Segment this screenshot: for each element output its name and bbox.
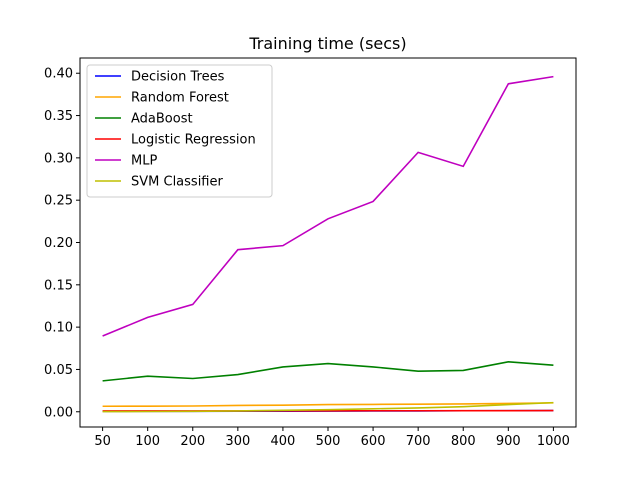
x-tick-label: 700 — [406, 434, 431, 449]
series-line-4 — [102, 75, 554, 337]
x-tick-label: 900 — [496, 434, 521, 449]
x-tick-label: 800 — [451, 434, 476, 449]
x-tick-label: 500 — [316, 434, 341, 449]
y-tick-label: 0.15 — [44, 278, 73, 293]
y-tick-label: 0.00 — [44, 405, 73, 420]
y-axis: 0.00 0.05 0.10 0.15 0.20 0.25 0.30 0.35 0.40 — [44, 67, 80, 420]
legend-label: SVM Classifier — [131, 175, 223, 190]
x-tick-label: 100 — [135, 434, 160, 449]
series-line-5 — [102, 401, 554, 413]
x-tick-label: 1000 — [537, 434, 570, 449]
y-tick-label: 0.10 — [44, 321, 73, 336]
plot-area — [102, 75, 554, 413]
legend-label: MLP — [131, 154, 157, 169]
x-tick-label: 200 — [180, 434, 205, 449]
legend-label: Logistic Regression — [131, 133, 256, 148]
x-tick-label: 300 — [225, 434, 250, 449]
legend-label: Random Forest — [131, 91, 229, 106]
chart-title: Training time (secs) — [248, 34, 406, 53]
series-line-2 — [102, 361, 554, 382]
legend-box — [86, 64, 273, 198]
legend-label: Decision Trees — [131, 70, 225, 85]
y-tick-label: 0.05 — [44, 363, 73, 378]
x-tick-label: 400 — [271, 434, 296, 449]
y-tick-label: 0.35 — [44, 109, 73, 124]
y-tick-label: 0.20 — [44, 236, 73, 251]
y-tick-label: 0.30 — [44, 151, 73, 166]
series-line-1 — [102, 402, 554, 408]
legend: Decision Trees Random Forest AdaBoost Logis… — [86, 64, 273, 198]
legend-label: AdaBoost — [131, 112, 193, 127]
x-tick-label: 600 — [361, 434, 386, 449]
y-tick-label: 0.40 — [44, 67, 73, 82]
x-axis: 50 100 200 300 400 500 600 700 800 900 1000 — [94, 427, 570, 449]
y-tick-label: 0.25 — [44, 194, 73, 209]
x-tick-label: 50 — [94, 434, 111, 449]
